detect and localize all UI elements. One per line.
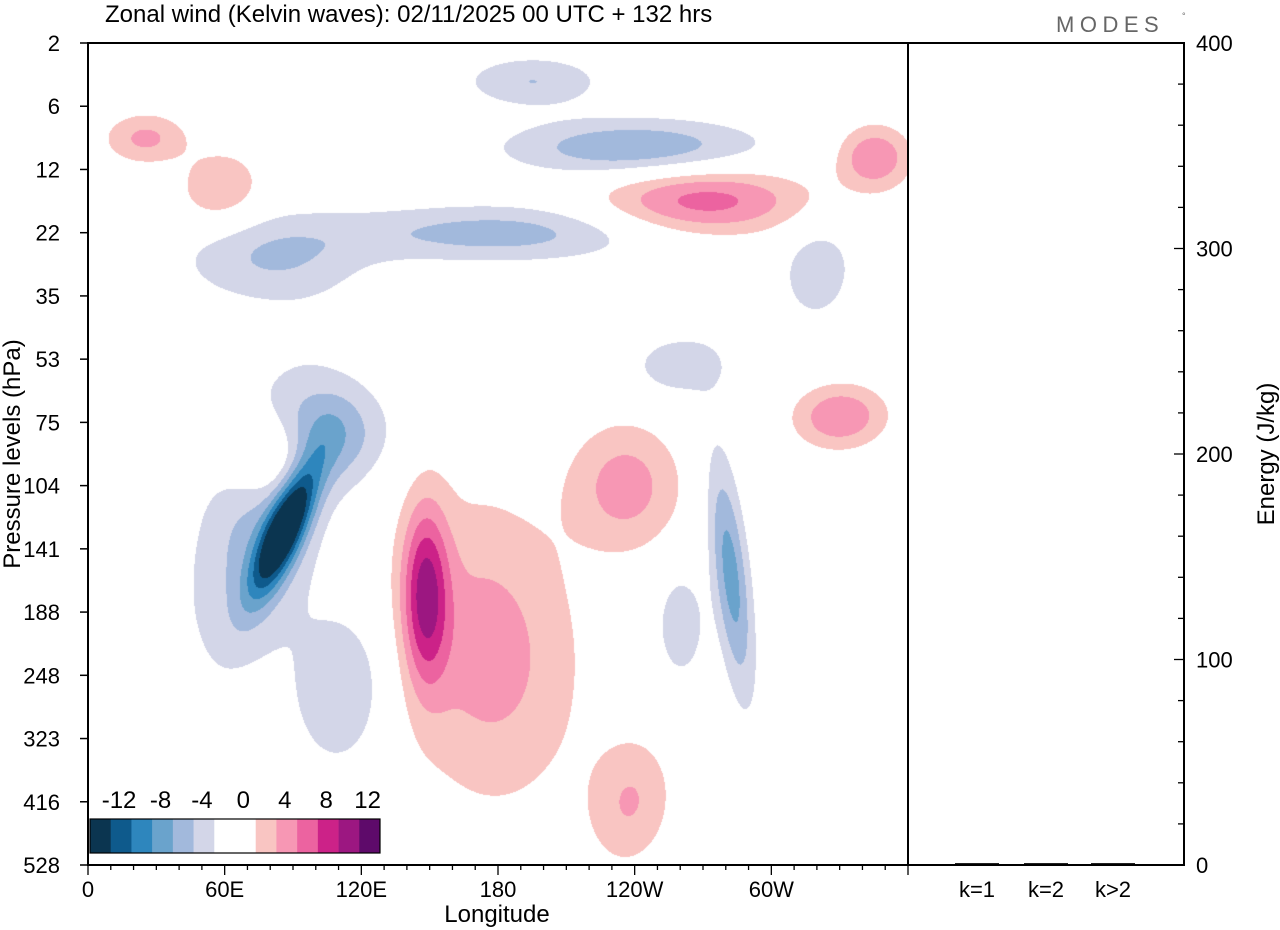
energy-tick-label: 200	[1196, 442, 1233, 467]
colorbar-swatch	[172, 819, 194, 853]
energy-category-label: k>2	[1095, 877, 1131, 902]
y-tick-label: 104	[23, 474, 60, 499]
energy-category-label: k=1	[959, 877, 995, 902]
colorbar-swatch	[297, 819, 319, 853]
y-tick-label: 2	[48, 31, 60, 56]
y-tick-label: 528	[23, 853, 60, 878]
longitude-axis: 0 60E 120E 180 120W 60W	[82, 865, 909, 902]
colorbar-swatches	[89, 818, 381, 854]
colorbar-swatch	[276, 819, 298, 853]
x-tick-label: 60E	[205, 877, 244, 902]
x-tick-label: 120W	[606, 877, 664, 902]
y-tick-label: 248	[23, 663, 60, 688]
colorbar-swatch	[317, 819, 339, 853]
energy-axis-label: Energy (J/kg)	[1253, 383, 1280, 526]
colorbar-tick-label: 12	[354, 787, 381, 814]
chart-title: Zonal wind (Kelvin waves): 02/11/2025 00…	[105, 1, 712, 28]
y-tick-label: 416	[23, 790, 60, 815]
colorbar-swatch	[359, 819, 381, 853]
colorbar-swatch	[235, 819, 257, 853]
y-tick-label: 53	[36, 347, 60, 372]
y-tick-label: 35	[36, 284, 60, 309]
colorbar-labels: -12 -8 -4 0 4 8 12	[102, 787, 381, 814]
y-axis-label: Pressure levels (hPa)	[0, 339, 26, 568]
colorbar-swatch	[338, 819, 360, 853]
colorbar-swatch	[214, 819, 236, 853]
energy-tick-label: 0	[1196, 853, 1208, 878]
colorbar-swatch	[193, 819, 215, 853]
contour-plot-area	[88, 43, 908, 865]
x-tick-label: 180	[480, 877, 517, 902]
y-tick-label: 12	[36, 157, 60, 182]
modes-logo: MODES °	[1056, 11, 1186, 37]
colorbar: -12 -8 -4 0 4 8 12	[89, 787, 381, 854]
colorbar-frame	[89, 818, 381, 854]
colorbar-tick-label: -12	[102, 787, 137, 814]
y-tick-label: 141	[23, 537, 60, 562]
colorbar-swatch	[255, 819, 277, 853]
colorbar-tick-label: 4	[278, 787, 291, 814]
colorbar-tick-label: -8	[150, 787, 171, 814]
wind-field-contours	[88, 43, 908, 865]
colorbar-tick-label: 8	[320, 787, 333, 814]
x-tick-label: 0	[82, 877, 94, 902]
x-tick-label: 120E	[336, 877, 387, 902]
y-tick-label: 22	[36, 221, 60, 246]
y-tick-label: 75	[36, 410, 60, 435]
y-tick-label: 323	[23, 727, 60, 752]
colorbar-tick-label: 0	[237, 787, 250, 814]
y-tick-label: 188	[23, 600, 60, 625]
modes-logo-mark: °	[1182, 11, 1186, 21]
y-tick-label: 6	[48, 94, 60, 119]
colorbar-swatch	[110, 819, 132, 853]
energy-tick-label: 400	[1196, 31, 1233, 56]
energy-frame	[907, 42, 1185, 866]
pressure-axis: 2 6 12 22 35 53 75 104 141 188 248 323 416 528	[23, 31, 88, 878]
x-axis-label: Longitude	[444, 901, 549, 928]
energy-tick-label: 300	[1196, 237, 1233, 262]
energy-category-label: k=2	[1028, 877, 1064, 902]
colorbar-swatch	[131, 819, 153, 853]
colorbar-swatch	[90, 819, 112, 853]
energy-panel: k=1 k=2 k>2	[955, 863, 1135, 902]
energy-axis: 0 100 200 300 400	[1174, 31, 1233, 878]
colorbar-swatch	[152, 819, 174, 853]
energy-tick-label: 100	[1196, 648, 1233, 673]
x-tick-label: 60W	[749, 877, 794, 902]
colorbar-tick-label: -4	[191, 787, 212, 814]
modes-logo-text: MODES	[1056, 12, 1164, 37]
